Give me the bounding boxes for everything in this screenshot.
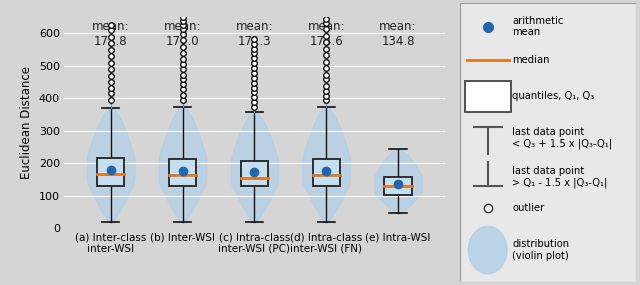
Text: median: median [512,55,550,65]
Bar [241,160,268,186]
Y-axis label: Euclidean Distance: Euclidean Distance [20,66,33,179]
Text: last data point
> Q₁ - 1.5 x |Q₃-Q₁|: last data point > Q₁ - 1.5 x |Q₃-Q₁| [512,166,608,188]
Bar [97,158,124,186]
Bar [312,159,340,186]
Text: mean:
134.8: mean: 134.8 [380,20,417,48]
Text: outlier: outlier [512,203,545,213]
FancyBboxPatch shape [465,81,511,112]
Text: quantiles, Q₁, Q₃: quantiles, Q₁, Q₃ [512,91,595,101]
Text: mean:
177.0: mean: 177.0 [164,20,202,48]
Text: last data point
< Q₃ + 1.5 x |Q₃-Q₁|: last data point < Q₃ + 1.5 x |Q₃-Q₁| [512,127,612,149]
FancyBboxPatch shape [460,3,636,282]
Text: mean:
177.8: mean: 177.8 [92,20,129,48]
Text: distribution
(violin plot): distribution (violin plot) [512,239,570,261]
Text: mean:
171.3: mean: 171.3 [236,20,273,48]
Text: arithmetic
mean: arithmetic mean [512,16,564,37]
Text: mean:
174.6: mean: 174.6 [307,20,345,48]
Polygon shape [468,226,507,274]
Bar [169,159,196,186]
Bar [385,177,412,195]
